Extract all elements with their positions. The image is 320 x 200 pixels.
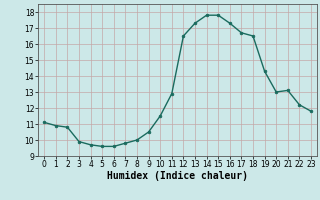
- X-axis label: Humidex (Indice chaleur): Humidex (Indice chaleur): [107, 171, 248, 181]
